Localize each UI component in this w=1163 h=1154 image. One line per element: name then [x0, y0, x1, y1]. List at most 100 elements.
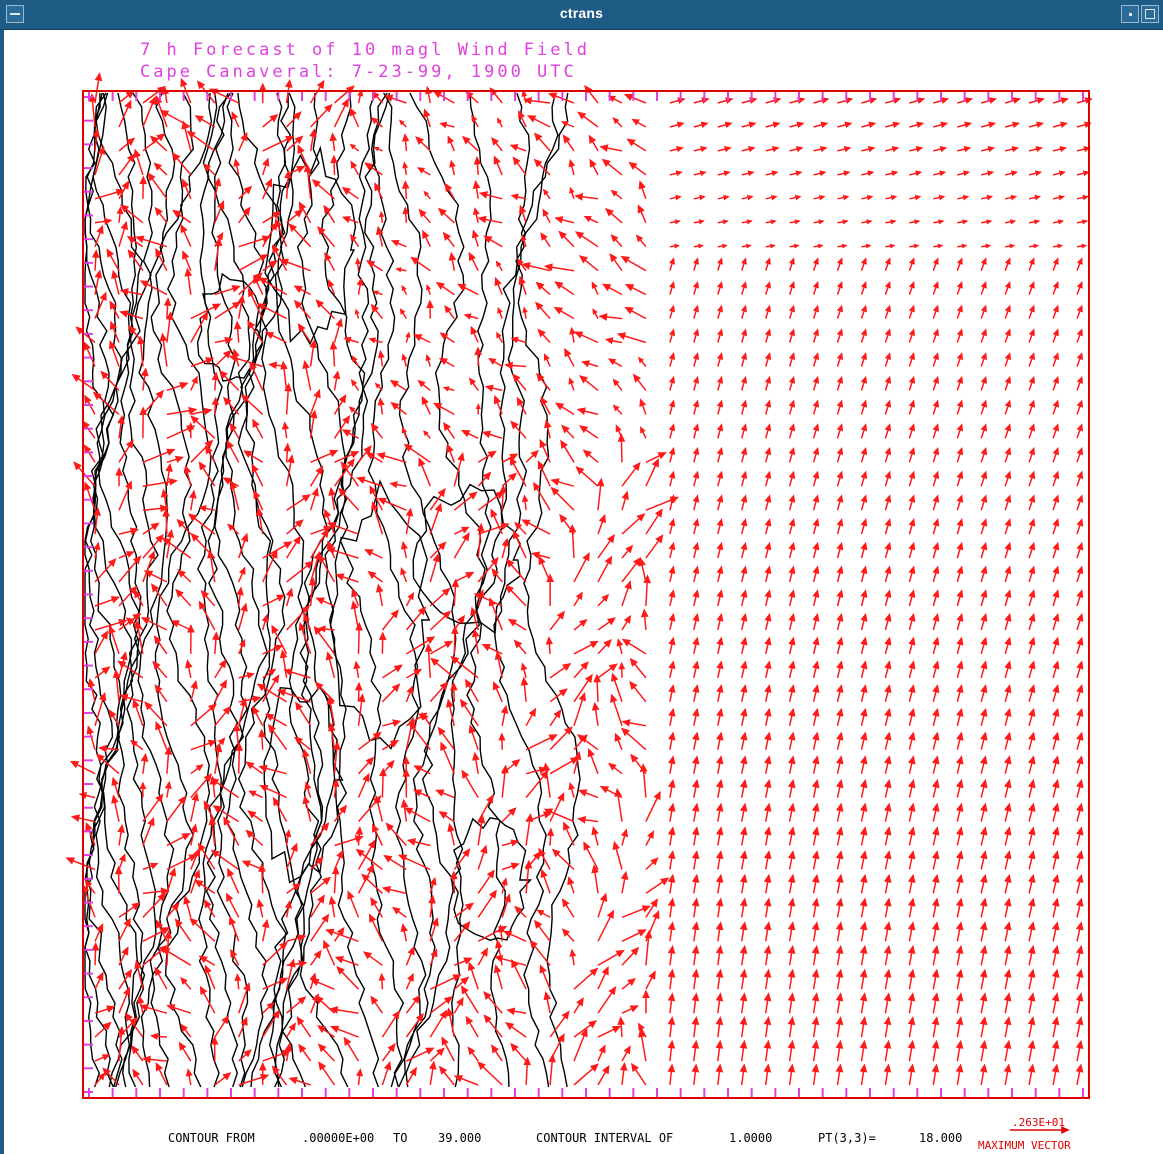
wind-vector-head [915, 170, 923, 177]
contour-line [85, 92, 123, 1088]
pt-value: 18.000 [919, 1131, 963, 1145]
window-menu-icon[interactable] [6, 5, 24, 23]
wind-vector-head [423, 190, 430, 197]
wind-vector-head [155, 534, 164, 544]
wind-vector-head [507, 807, 517, 816]
wind-vector-head [956, 541, 964, 551]
wind-vector-head [836, 352, 844, 360]
wind-vector-head [162, 507, 170, 517]
wind-vector-head [1004, 636, 1012, 646]
wind-vector-head [630, 946, 640, 956]
wind-vector-head [369, 485, 377, 495]
wind-vector-head [955, 850, 964, 860]
wind-vector-head [651, 458, 659, 468]
wind-vector-head [1076, 328, 1083, 337]
wind-vector-head [204, 964, 212, 974]
wind-vector-head [431, 917, 439, 927]
wind-vector-head [569, 326, 576, 335]
wind-vector-head [691, 778, 700, 789]
wind-vector-head [956, 304, 963, 313]
wind-vector-head [1076, 280, 1083, 289]
wind-vector-head [811, 778, 820, 789]
wind-vector-head [500, 704, 509, 714]
wind-vector-head [716, 707, 724, 717]
wind-vector-head [219, 679, 227, 689]
wind-vector-head [292, 882, 302, 891]
wind-vector-head [693, 257, 699, 265]
wind-vector-head [418, 457, 426, 467]
wind-vector-head [692, 684, 700, 693]
wind-vector-head [610, 693, 618, 703]
wind-vector-head [907, 968, 916, 978]
wind-vector-head [692, 589, 700, 598]
wind-vector-head [442, 231, 452, 241]
wind-vector-head [313, 625, 322, 635]
wind-vector-head [884, 470, 892, 479]
wind-vector-head [1058, 170, 1066, 177]
wind-vector-head [630, 1062, 639, 1073]
wind-vector-head [346, 458, 355, 468]
wind-vector-head [370, 422, 379, 433]
wind-vector-head [533, 481, 541, 492]
wind-vector-head [96, 971, 104, 982]
wind-vector-head [568, 158, 576, 168]
wind-vector-head [575, 466, 585, 475]
wind-vector-head [908, 660, 916, 670]
wind-vector-head [787, 944, 796, 955]
wind-vector-head [859, 1039, 868, 1049]
wind-vector-head [461, 769, 470, 779]
wind-vector-head [166, 1004, 176, 1012]
wind-vector-head [182, 178, 190, 188]
wind-vector-head [787, 921, 796, 931]
window-titlebar[interactable]: ctrans [0, 0, 1163, 30]
wind-vector-head [285, 587, 294, 597]
wind-vector-head [1075, 1016, 1084, 1026]
wind-vector-head [771, 194, 778, 201]
wind-vector-head [274, 218, 282, 228]
wind-vector-head [1076, 446, 1084, 456]
wind-vector-head [471, 628, 480, 638]
wind-vector-head [763, 992, 772, 1002]
wind-vector-head [979, 1039, 988, 1049]
wind-vector-head [214, 237, 223, 247]
contour-line [237, 92, 287, 1088]
wind-vector-head [463, 313, 472, 320]
wind-vector-head [667, 992, 676, 1002]
wind-vector-head [907, 1063, 916, 1073]
wind-vector-head [95, 753, 105, 763]
wind-vector-head [884, 375, 892, 384]
wind-vector-head [556, 610, 566, 620]
wind-vector-head [218, 658, 227, 669]
wind-vector-head [764, 280, 771, 289]
wind-vector-head [691, 944, 700, 954]
wind-vector-head [372, 290, 379, 296]
wind-vector-head [85, 822, 93, 832]
minimize-icon[interactable] [1121, 5, 1139, 23]
maximize-icon[interactable] [1141, 5, 1159, 23]
wind-vector-head [581, 360, 591, 368]
wind-vector-head [692, 636, 700, 646]
wind-vector-head [788, 731, 796, 741]
wind-vector-head [451, 625, 459, 634]
wind-vector-head [980, 541, 988, 551]
wind-vector-head [1035, 170, 1043, 177]
wind-vector-head [213, 177, 222, 187]
wind-vector-head [222, 477, 232, 485]
wind-vector-head [119, 204, 130, 213]
wind-vector-head [698, 219, 705, 225]
wind-vector-head [578, 255, 589, 264]
wind-vector-head [956, 660, 964, 670]
window-left-border [0, 30, 4, 1154]
wind-vector-head [405, 507, 414, 517]
wind-vector-head [421, 712, 429, 721]
wind-vector-head [288, 958, 296, 968]
wind-vector-head [242, 206, 251, 216]
wind-vector-head [456, 614, 466, 624]
wind-vector-head [620, 256, 630, 264]
wind-vector-head [588, 1020, 598, 1029]
wind-vector-head [355, 257, 361, 265]
wind-vector-head [740, 684, 748, 693]
wind-vector-head [287, 454, 295, 464]
wind-vector-head [200, 311, 209, 321]
wind-vector-head [503, 930, 513, 938]
